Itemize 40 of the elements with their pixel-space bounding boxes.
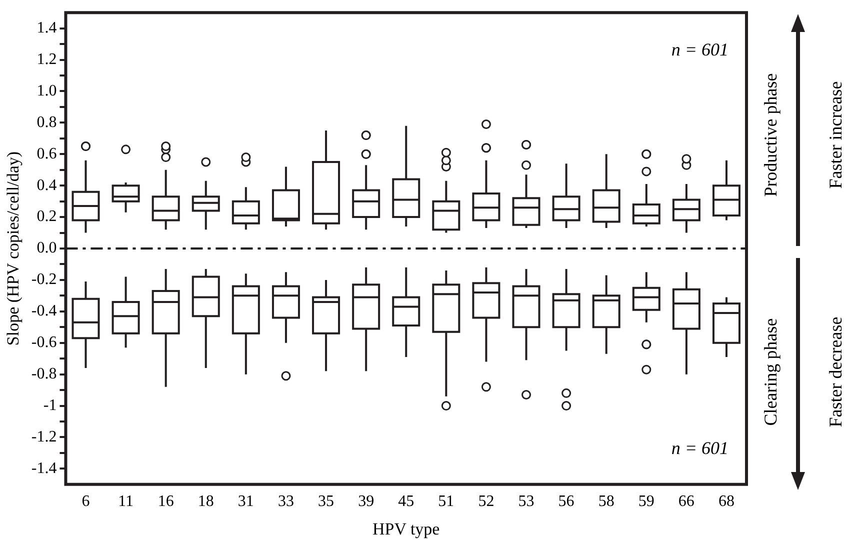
y-tick-label: 0.2 [36,208,57,226]
text: Productive phase [760,73,782,197]
y-tick-label: -0.4 [31,302,57,320]
y-tick-label: -1.4 [31,460,57,477]
text: Faster decrease [826,316,846,428]
y-tick-label: 1.2 [36,50,57,68]
y-tick-label: -0.8 [31,366,57,383]
x-tick-label: 66 [678,493,694,510]
x-tick-label: 58 [598,493,614,510]
y-tick-label: -0.2 [31,271,57,288]
x-tick-label: 6 [82,493,90,510]
x-tick-label: 31 [238,493,254,510]
x-axis-title: HPV type [372,519,440,538]
y-tick-label: -0.6 [31,334,57,352]
x-tick-label: 33 [278,493,294,510]
x-tick-label: 45 [398,493,414,510]
y-tick-label: 0.8 [36,114,57,131]
y-tick-label: 0.6 [36,145,57,162]
y-tick-label: 1.0 [36,82,57,100]
x-tick-label: 56 [558,493,574,510]
text: Faster increase [826,81,846,189]
x-tick-label: 59 [638,493,654,510]
y-tick-label: -1 [43,396,57,414]
annotation: n = 601 [671,438,728,458]
x-tick-label: 18 [198,493,214,510]
x-tick-label: 51 [438,493,454,510]
y-tick-label: 1.4 [36,20,57,37]
x-tick-label: 52 [478,493,494,510]
y-tick-label: 0.4 [36,176,57,194]
x-tick-label: 68 [718,493,734,510]
y-tick-label: -1.2 [31,428,57,446]
text: Clearing phase [760,318,782,426]
annotation: n = 601 [671,39,728,60]
x-tick-label: 39 [358,493,374,510]
x-tick-label: 53 [518,493,534,510]
y-tick-label: 0.0 [36,240,57,257]
x-tick-label: 11 [118,493,134,510]
x-tick-label: 35 [318,493,334,510]
x-tick-label: 16 [158,493,174,510]
y-axis-title: Slope (HPV copies/cell/day) [4,151,23,346]
